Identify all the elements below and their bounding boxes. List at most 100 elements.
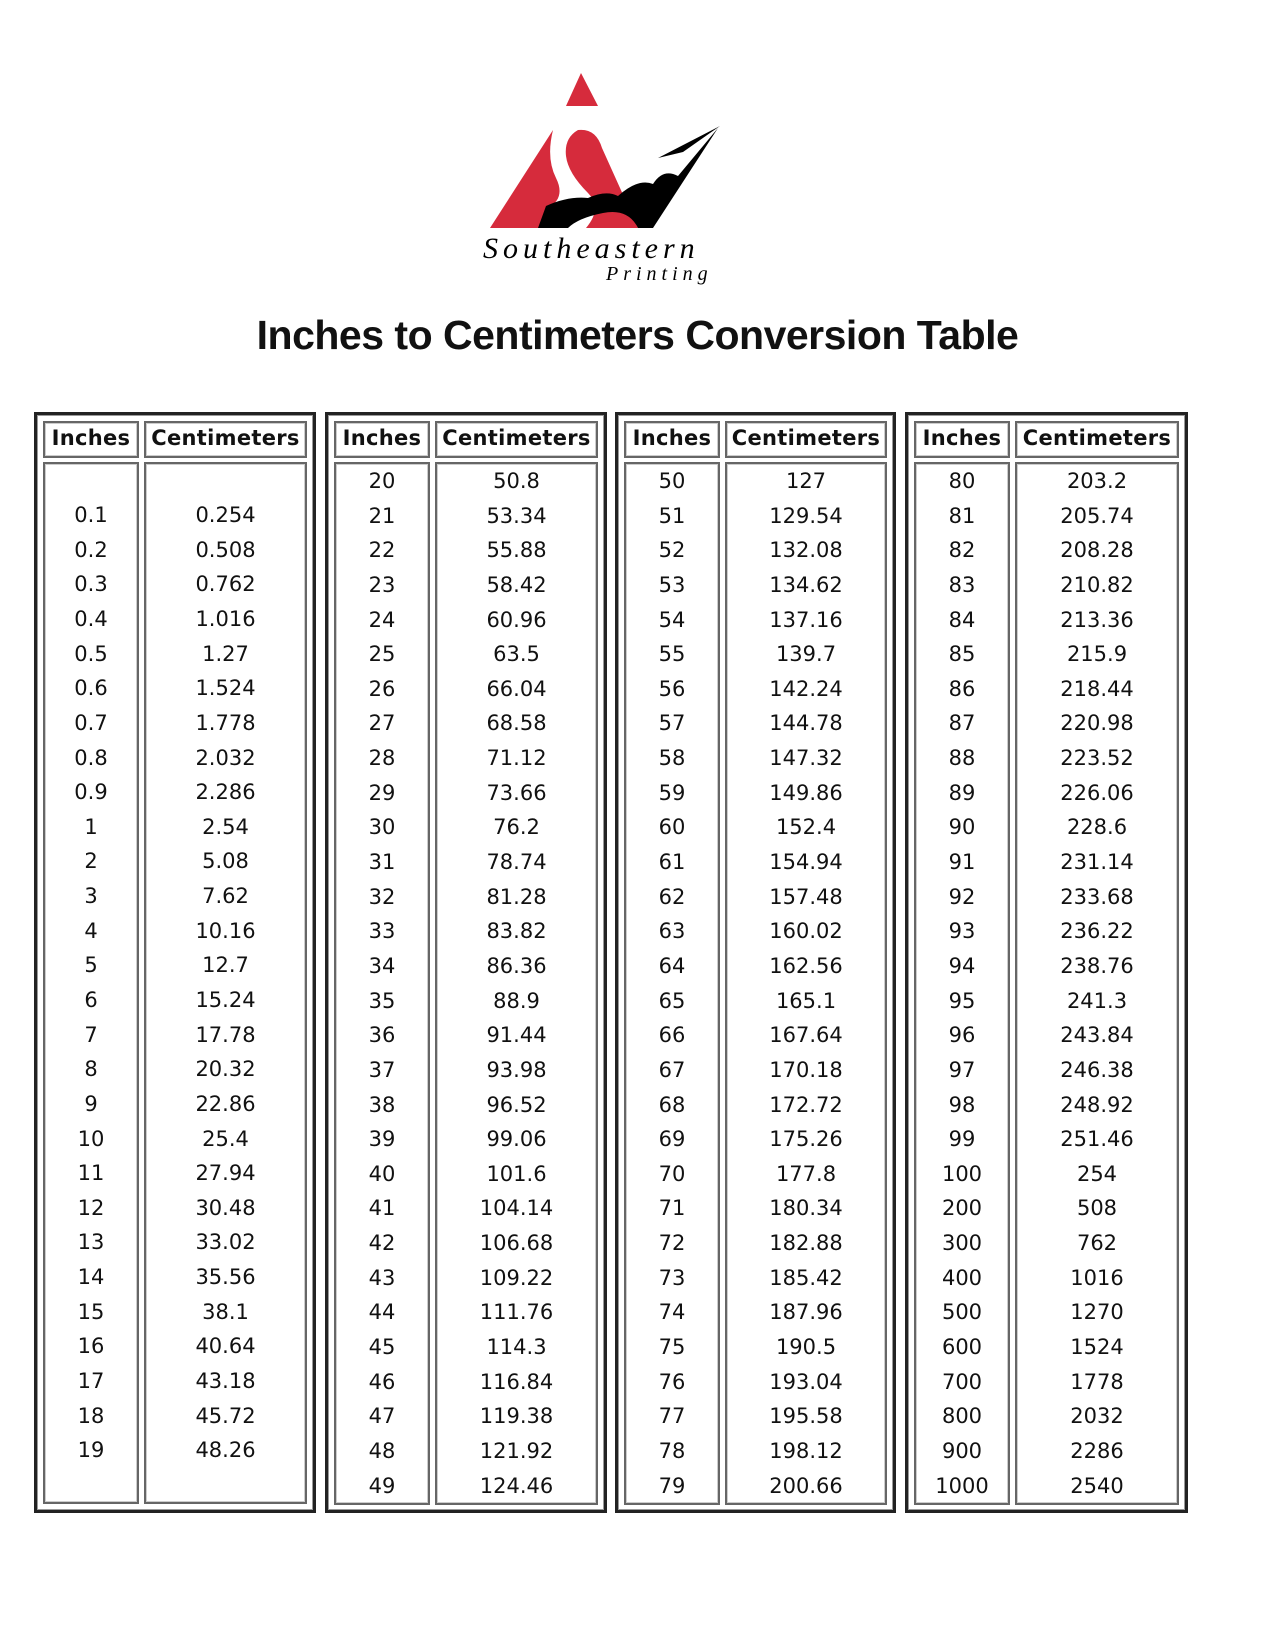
centimeters-value: 76.2 [493,815,540,840]
inches-value: 36 [368,1023,396,1048]
inches-value: 43 [368,1265,396,1290]
inches-value: 25 [368,642,396,667]
inches-value: 37 [368,1057,396,1082]
inches-value: 90 [948,815,976,840]
centimeters-value: 144.78 [769,711,843,736]
centimeters-value: 180.34 [769,1196,843,1221]
inches-column: 20 21 22 23 24 25 26 27 28 29 30 31 32 33 34 35 36 37 38 39… [334,462,430,1506]
centimeters-value: 119.38 [479,1404,554,1429]
inches-value: 0.1 [74,503,108,528]
header-centimeters: Centimeters [1015,421,1179,458]
centimeters-value: 248.92 [1060,1092,1134,1117]
centimeters-value: 27.94 [195,1161,256,1186]
inches-value: 0.2 [74,537,108,562]
inches-value: 72 [658,1231,686,1256]
inches-value: 77 [658,1404,686,1429]
centimeters-value: 60.96 [486,607,547,632]
inches-value: 98 [948,1092,976,1117]
centimeters-value: 241.3 [1066,988,1128,1013]
inches-value: 12 [77,1195,105,1220]
centimeters-value: 208.28 [1060,538,1134,563]
centimeters-value: 137.16 [769,607,843,632]
centimeters-value: 149.86 [769,780,843,805]
logo-sub-name: Printing [605,263,713,285]
centimeters-value: 223.52 [1060,746,1134,771]
centimeters-value: 22.86 [195,1091,256,1116]
inches-value: 61 [658,850,686,875]
inches-value: 92 [948,884,976,909]
inches-value: 100 [941,1161,983,1186]
inches-value: 66 [658,1023,686,1048]
centimeters-value: 30.48 [195,1195,256,1220]
centimeters-value: 228.6 [1066,815,1128,840]
inches-value: 400 [941,1265,983,1290]
inches-value: 76 [658,1369,686,1394]
centimeters-value: 236.22 [1060,919,1134,944]
centimeters-value: 238.76 [1060,953,1134,978]
inches-value: 71 [658,1196,686,1221]
inches-value: 22 [368,538,396,563]
centimeters-value: 1016 [1070,1265,1124,1290]
centimeters-value: 5.08 [202,849,249,874]
inches-value: 67 [658,1057,686,1082]
inches-value: 0.7 [74,710,108,735]
header-inches: Inches [334,421,430,458]
centimeters-value: 20.32 [195,1057,256,1082]
centimeters-value: 58.42 [486,572,547,597]
centimeters-value: 1.27 [202,641,249,666]
centimeters-value: 187.96 [769,1300,843,1325]
centimeters-value: 45.72 [195,1403,256,1428]
centimeters-value: 127 [785,469,827,493]
table-grid: Inches Centimeters 0.1 0.2 0.3 0.4 0.5 0.6 0.7 0.… [43,421,307,1504]
inches-value: 500 [941,1300,983,1325]
inches-value: 99 [948,1127,976,1152]
centimeters-column: 0.254 0.508 0.762 1.016 1.27 1.524 1.778 2.032 2… [144,462,307,1504]
centimeters-value: 81.28 [486,884,547,909]
centimeters-value: 200.66 [769,1473,843,1498]
inches-value: 39 [368,1127,396,1152]
centimeters-value: 162.56 [769,953,843,978]
centimeters-value: 190.5 [775,1335,837,1360]
inches-value: 95 [948,988,976,1013]
inches-value: 84 [948,607,976,632]
inches-value: 68 [658,1092,686,1117]
inches-value: 79 [658,1473,686,1498]
header-centimeters: Centimeters [435,421,598,458]
inches-value: 3 [84,884,98,909]
inches-value: 62 [658,884,686,909]
inches-value: 0.8 [74,745,108,770]
centimeters-value: 114.3 [486,1335,547,1360]
centimeters-value: 152.4 [775,815,837,840]
inches-value: 82 [948,538,976,563]
inches-value: 8 [84,1057,98,1082]
centimeters-value: 2286 [1070,1438,1124,1463]
inches-value: 300 [941,1231,983,1256]
inches-value: 6 [84,988,98,1012]
inches-value: 5 [84,953,98,978]
header-centimeters: Centimeters [725,421,887,458]
inches-value: 600 [941,1335,983,1360]
centimeters-value: 2032 [1070,1404,1124,1429]
inches-value: 23 [368,572,396,597]
centimeters-value: 182.88 [769,1231,843,1256]
inches-value: 55 [658,642,686,667]
inches-value: 20 [368,469,396,493]
logo-triangle-top [566,73,598,106]
inches-value: 70 [658,1161,686,1186]
centimeters-column: 127 129.54 132.08 134.62 137.16 139.7 142.24 14… [725,462,887,1506]
centimeters-value: 160.02 [769,919,843,944]
centimeters-value: 50.8 [493,469,540,493]
inches-value: 0.4 [74,606,108,631]
inches-value: 0.5 [74,641,108,666]
centimeters-value: 134.62 [769,572,843,597]
centimeters-value: 55.88 [486,538,547,563]
inches-value: 91 [948,850,976,875]
inches-value: 800 [941,1404,983,1429]
page-title: Inches to Centimeters Conversion Table [256,312,1019,358]
inches-value: 15 [77,1299,105,1324]
header-centimeters: Centimeters [144,421,307,458]
centimeters-value: 195.58 [769,1404,843,1429]
inches-value: 52 [658,538,686,563]
centimeters-value: 101.6 [486,1161,547,1186]
